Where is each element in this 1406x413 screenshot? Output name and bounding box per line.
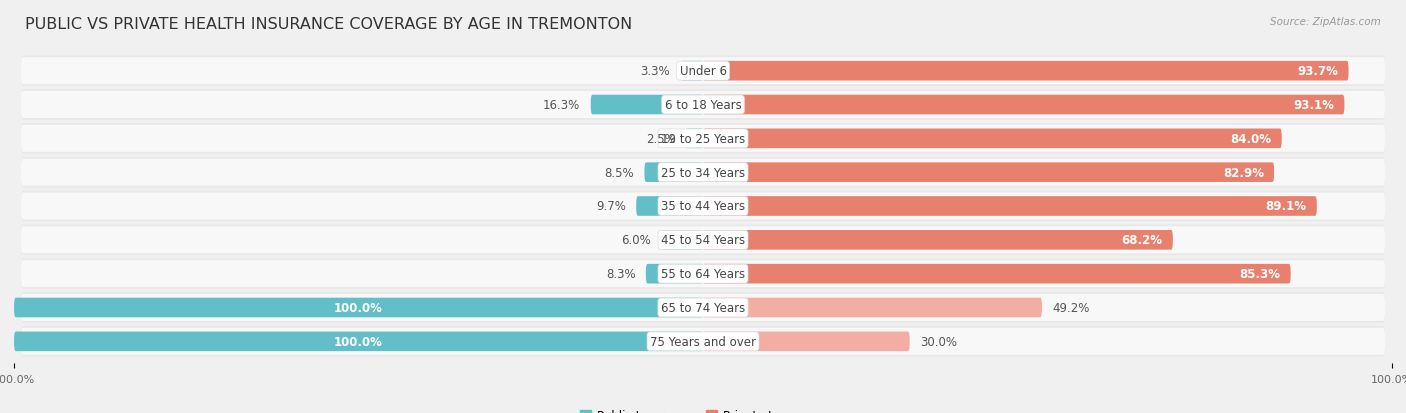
Text: Under 6: Under 6 (679, 65, 727, 78)
Text: 82.9%: 82.9% (1223, 166, 1264, 179)
Text: PUBLIC VS PRIVATE HEALTH INSURANCE COVERAGE BY AGE IN TREMONTON: PUBLIC VS PRIVATE HEALTH INSURANCE COVER… (25, 17, 633, 31)
Legend: Public Insurance, Private Insurance: Public Insurance, Private Insurance (575, 404, 831, 413)
Text: 2.5%: 2.5% (645, 133, 675, 145)
Text: 84.0%: 84.0% (1230, 133, 1271, 145)
Text: 75 Years and over: 75 Years and over (650, 335, 756, 348)
FancyBboxPatch shape (686, 129, 703, 149)
FancyBboxPatch shape (662, 230, 703, 250)
Text: 100.0%: 100.0% (335, 335, 382, 348)
FancyBboxPatch shape (21, 56, 1385, 87)
Text: 93.1%: 93.1% (1294, 99, 1334, 112)
FancyBboxPatch shape (703, 298, 1042, 318)
FancyBboxPatch shape (21, 261, 1385, 287)
FancyBboxPatch shape (21, 328, 1385, 355)
FancyBboxPatch shape (21, 191, 1385, 222)
FancyBboxPatch shape (21, 259, 1385, 289)
Text: 49.2%: 49.2% (1052, 301, 1090, 314)
Text: 8.3%: 8.3% (606, 268, 636, 280)
FancyBboxPatch shape (703, 264, 1291, 284)
FancyBboxPatch shape (21, 292, 1385, 323)
Text: 35 to 44 Years: 35 to 44 Years (661, 200, 745, 213)
FancyBboxPatch shape (703, 332, 910, 351)
Text: 6.0%: 6.0% (621, 234, 651, 247)
FancyBboxPatch shape (703, 197, 1317, 216)
FancyBboxPatch shape (21, 294, 1385, 321)
Text: Source: ZipAtlas.com: Source: ZipAtlas.com (1270, 17, 1381, 26)
Text: 93.7%: 93.7% (1298, 65, 1339, 78)
FancyBboxPatch shape (21, 124, 1385, 154)
Text: 100.0%: 100.0% (335, 301, 382, 314)
FancyBboxPatch shape (21, 58, 1385, 85)
Text: 25 to 34 Years: 25 to 34 Years (661, 166, 745, 179)
FancyBboxPatch shape (21, 90, 1385, 121)
FancyBboxPatch shape (703, 230, 1173, 250)
FancyBboxPatch shape (636, 197, 703, 216)
Text: 6 to 18 Years: 6 to 18 Years (665, 99, 741, 112)
Text: 19 to 25 Years: 19 to 25 Years (661, 133, 745, 145)
FancyBboxPatch shape (644, 163, 703, 183)
FancyBboxPatch shape (21, 92, 1385, 119)
FancyBboxPatch shape (21, 158, 1385, 188)
Text: 9.7%: 9.7% (596, 200, 626, 213)
FancyBboxPatch shape (14, 298, 703, 318)
Text: 8.5%: 8.5% (605, 166, 634, 179)
FancyBboxPatch shape (703, 62, 1348, 81)
FancyBboxPatch shape (703, 163, 1274, 183)
FancyBboxPatch shape (21, 326, 1385, 357)
FancyBboxPatch shape (14, 332, 703, 351)
Text: 30.0%: 30.0% (920, 335, 957, 348)
FancyBboxPatch shape (21, 126, 1385, 152)
FancyBboxPatch shape (21, 193, 1385, 220)
Text: 3.3%: 3.3% (640, 65, 669, 78)
FancyBboxPatch shape (703, 129, 1282, 149)
FancyBboxPatch shape (21, 225, 1385, 255)
FancyBboxPatch shape (591, 95, 703, 115)
Text: 16.3%: 16.3% (543, 99, 581, 112)
FancyBboxPatch shape (645, 264, 703, 284)
FancyBboxPatch shape (681, 62, 703, 81)
Text: 45 to 54 Years: 45 to 54 Years (661, 234, 745, 247)
FancyBboxPatch shape (21, 227, 1385, 254)
Text: 68.2%: 68.2% (1122, 234, 1163, 247)
Text: 85.3%: 85.3% (1239, 268, 1281, 280)
Text: 55 to 64 Years: 55 to 64 Years (661, 268, 745, 280)
Text: 65 to 74 Years: 65 to 74 Years (661, 301, 745, 314)
FancyBboxPatch shape (21, 159, 1385, 186)
Text: 89.1%: 89.1% (1265, 200, 1306, 213)
FancyBboxPatch shape (703, 95, 1344, 115)
